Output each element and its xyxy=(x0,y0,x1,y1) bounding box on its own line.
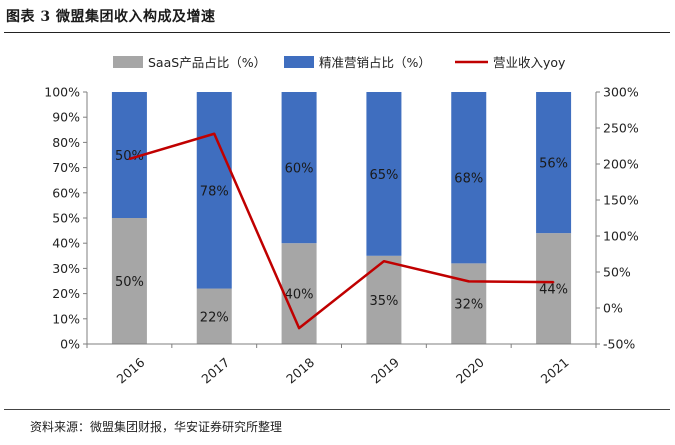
bar-labels: 50% 50% 22% 78% 40% 60% 35% 65% 32% 68% 44% 56% xyxy=(115,149,568,325)
label-marketing-2020: 68% xyxy=(454,172,483,187)
bar-saas-2021 xyxy=(536,233,572,344)
growth-point-2019 xyxy=(383,260,385,263)
label-saas-2016: 50% xyxy=(115,275,144,290)
y-right-tick-label: -50% xyxy=(603,337,635,352)
x-tick-label-2017: 2017 xyxy=(198,355,232,387)
x-tick-label-2021: 2021 xyxy=(538,355,572,387)
legend-growth-label: 营业收入yoy xyxy=(493,55,566,70)
y-left-tick-label: 100% xyxy=(44,85,80,100)
bar-marketing-2018 xyxy=(281,92,317,244)
y-left-tick-label: 80% xyxy=(52,135,80,150)
y-left-tick-label: 20% xyxy=(52,286,80,301)
bar-marketing-2020 xyxy=(451,92,487,264)
y-right-tick-label: 250% xyxy=(603,121,639,136)
y-left-tick-label: 0% xyxy=(60,337,80,352)
growth-polyline xyxy=(129,132,554,330)
label-marketing-2019: 65% xyxy=(369,168,398,183)
label-saas-2019: 35% xyxy=(369,294,398,309)
label-marketing-2017: 78% xyxy=(200,184,229,199)
label-marketing-2018: 60% xyxy=(285,162,314,177)
legend-saas-swatch xyxy=(113,56,143,68)
x-axis-ticks: 2016 2017 2018 2019 2020 2021 xyxy=(86,344,597,387)
bar-marketing-2017 xyxy=(196,92,232,289)
y-left-tick-label: 90% xyxy=(52,110,80,125)
y-right-tick-label: 200% xyxy=(603,157,639,172)
y-right-tick-label: 100% xyxy=(603,229,639,244)
chart: SaaS产品占比（%） 精准营销占比（%） 营业收入yoy 50% 50% 22% 7… xyxy=(44,55,639,387)
bar-saas-2020 xyxy=(451,263,487,344)
y-right-tick-label: 150% xyxy=(603,193,639,208)
growth-point-2018 xyxy=(298,327,300,329)
source-note: 资料来源：微盟集团财报，华安证券研究所整理 xyxy=(30,420,283,434)
bar-marketing-2019 xyxy=(366,92,402,256)
label-marketing-2021: 56% xyxy=(539,157,568,172)
title-divider xyxy=(4,32,670,33)
y-right-tick-label: 300% xyxy=(603,85,639,100)
growth-line xyxy=(128,132,555,330)
label-marketing-2016: 50% xyxy=(115,149,144,164)
y-left-tick-label: 60% xyxy=(52,185,80,200)
bar-saas-2016 xyxy=(111,218,147,344)
label-saas-2021: 44% xyxy=(539,283,568,298)
bar-marketing-2021 xyxy=(536,92,572,234)
legend: SaaS产品占比（%） 精准营销占比（%） 营业收入yoy xyxy=(113,55,566,70)
label-saas-2018: 40% xyxy=(285,288,314,303)
y-left-tick-label: 30% xyxy=(52,261,80,276)
legend-marketing-label: 精准营销占比（%） xyxy=(319,55,431,70)
x-tick-label-2018: 2018 xyxy=(283,355,317,387)
legend-saas-label: SaaS产品占比（%） xyxy=(148,55,266,70)
y-right-tick-label: 50% xyxy=(603,265,631,280)
y-left-tick-label: 10% xyxy=(52,311,80,326)
y-left-tick-label: 70% xyxy=(52,160,80,175)
growth-point-2021 xyxy=(552,281,555,283)
legend-marketing-swatch xyxy=(284,56,314,68)
growth-point-2020 xyxy=(467,280,470,283)
growth-point-2016 xyxy=(128,158,131,160)
x-tick-label-2016: 2016 xyxy=(114,355,148,387)
x-tick-label-2019: 2019 xyxy=(368,355,402,387)
y-left-tick-label: 40% xyxy=(52,236,80,251)
label-saas-2020: 32% xyxy=(454,298,483,313)
y-left-tick-label: 50% xyxy=(52,211,80,226)
axes: 0% 10% 20% 30% 40% 50% 60% 70% 80% 90% 100% -50% 0% 5… xyxy=(44,85,639,352)
footer-divider xyxy=(4,409,670,410)
growth-point-2017 xyxy=(213,132,216,135)
bar-saas-2017 xyxy=(196,288,232,344)
figure-title: 图表 3 微盟集团收入构成及增速 xyxy=(6,9,216,25)
label-saas-2017: 22% xyxy=(200,310,229,325)
y-right-tick-label: 0% xyxy=(603,301,623,316)
x-tick-label-2020: 2020 xyxy=(453,355,487,387)
bars xyxy=(111,92,572,344)
